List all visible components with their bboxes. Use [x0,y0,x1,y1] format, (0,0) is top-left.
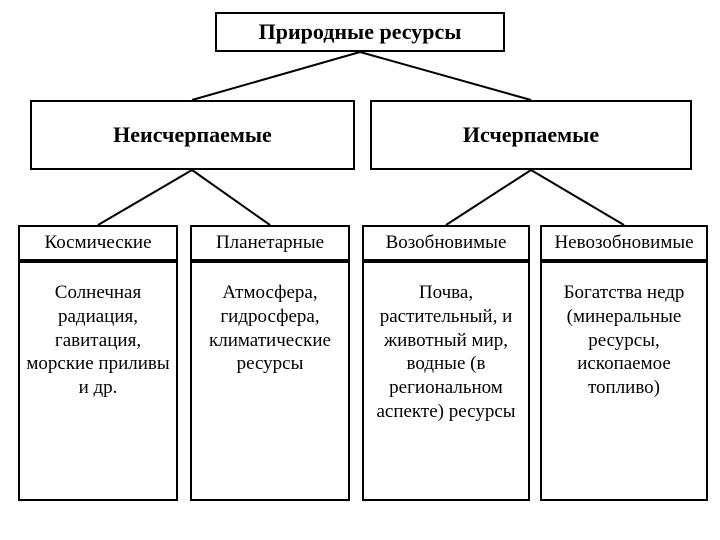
leaf-planetary-body-text: Атмосфера, гидросфера, климатические рес… [198,281,342,376]
leaf-renewable-header-label: Возобновимые [386,232,507,254]
root-label: Природные ресурсы [259,19,462,45]
leaf-nonrenewable-body: Богатства недр (минеральные ресурсы, иск… [540,261,708,501]
leaf-planetary-body: Атмосфера, гидросфера, климатические рес… [190,261,350,501]
leaf-nonrenewable-header-label: Невозобновимые [554,232,693,254]
diagram-canvas: Природные ресурсы Неисчерпаемые Исчерпае… [0,0,720,540]
leaf-planetary-header-label: Планетарные [216,232,324,254]
leaf-cosmic-header-label: Космические [44,232,151,254]
leaf-cosmic-header: Космические [18,225,178,261]
leaf-renewable-header: Возобновимые [362,225,530,261]
leaf-cosmic-body-text: Солнечная радиация, гавитация, морские п… [26,281,170,400]
node-exhaustible-label: Исчерпаемые [463,122,599,148]
leaf-nonrenewable-header: Невозобновимые [540,225,708,261]
leaf-renewable-body-text: Почва, растительный, и животный мир, вод… [370,281,522,424]
leaf-renewable-body: Почва, растительный, и животный мир, вод… [362,261,530,501]
node-exhaustible: Исчерпаемые [370,100,692,170]
node-inexhaustible: Неисчерпаемые [30,100,355,170]
leaf-cosmic-body: Солнечная радиация, гавитация, морские п… [18,261,178,501]
leaf-nonrenewable-body-text: Богатства недр (минеральные ресурсы, иск… [548,281,700,400]
node-inexhaustible-label: Неисчерпаемые [113,122,272,148]
root-node: Природные ресурсы [215,12,505,52]
leaf-planetary-header: Планетарные [190,225,350,261]
